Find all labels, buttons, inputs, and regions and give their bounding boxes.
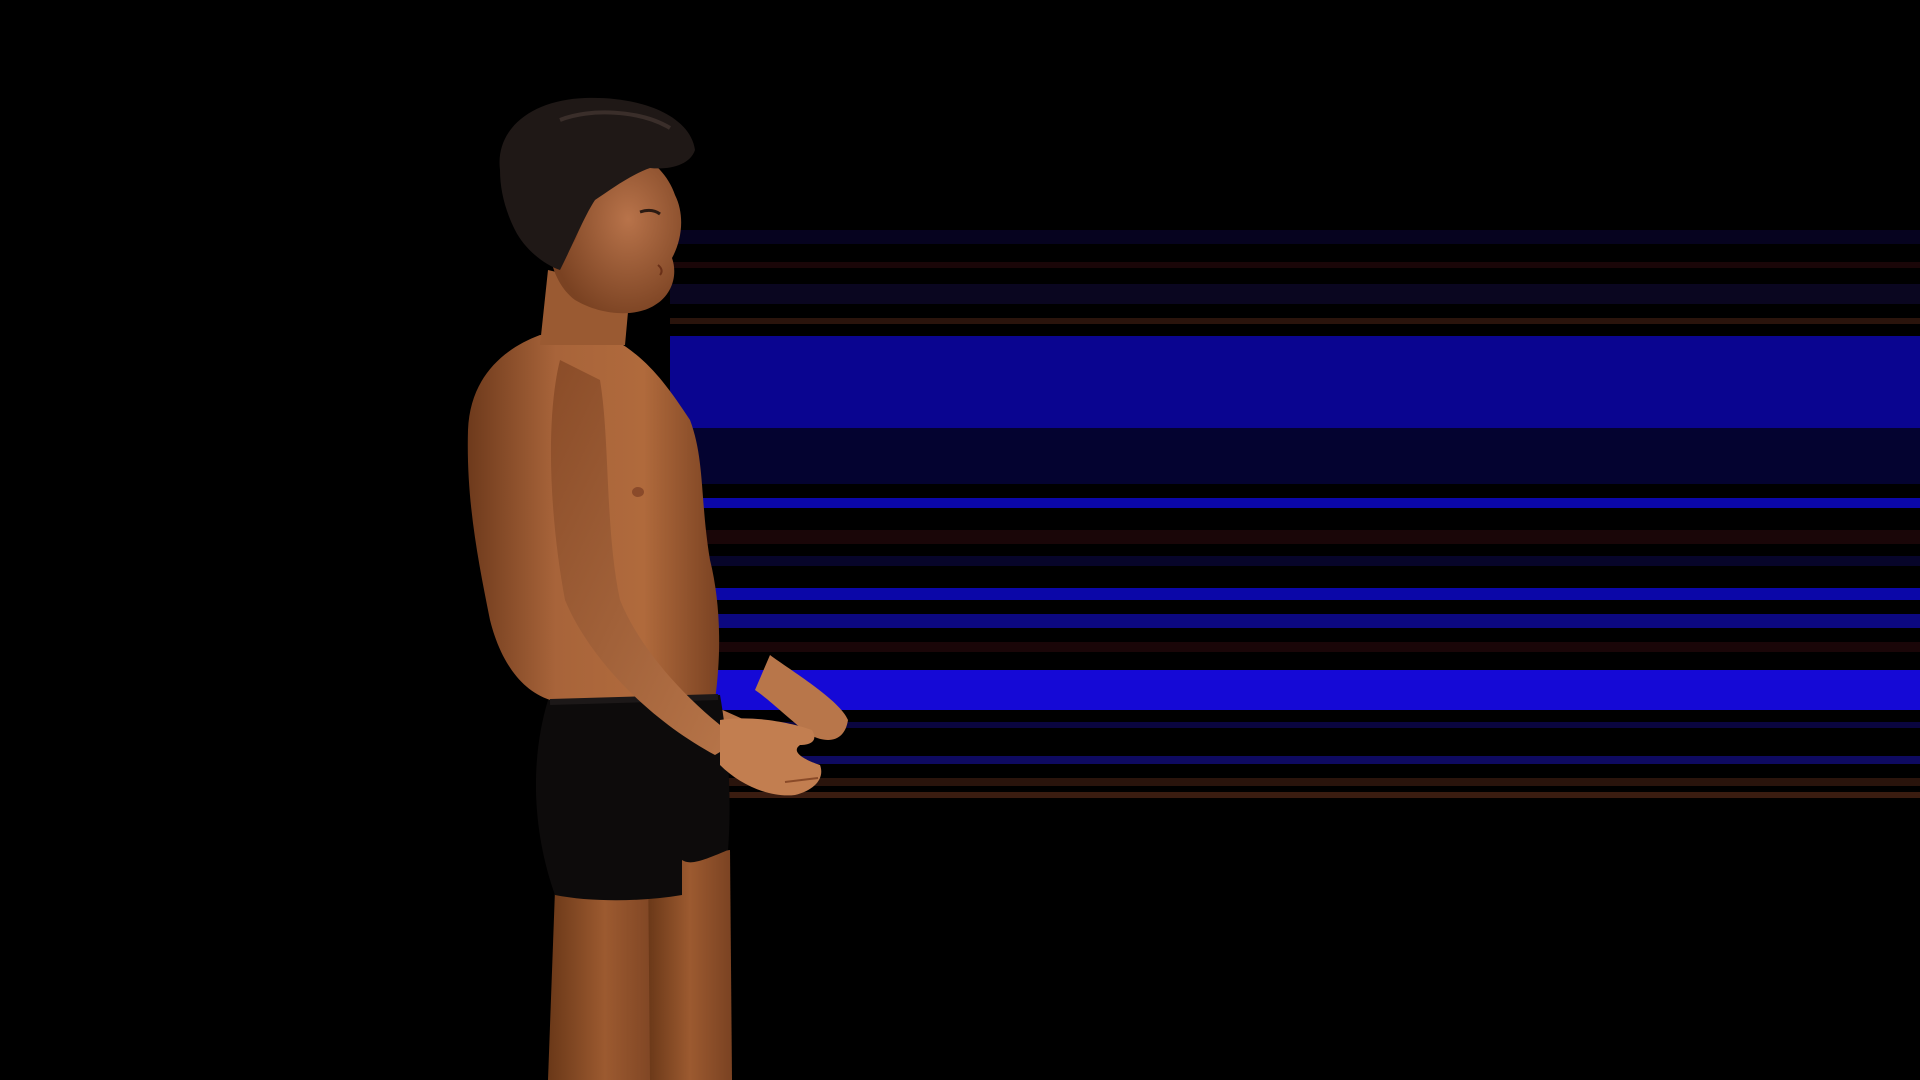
legs	[548, 850, 732, 1080]
hands	[720, 655, 848, 796]
front-arm	[550, 360, 740, 755]
shorts	[535, 694, 730, 901]
hair	[499, 97, 695, 270]
